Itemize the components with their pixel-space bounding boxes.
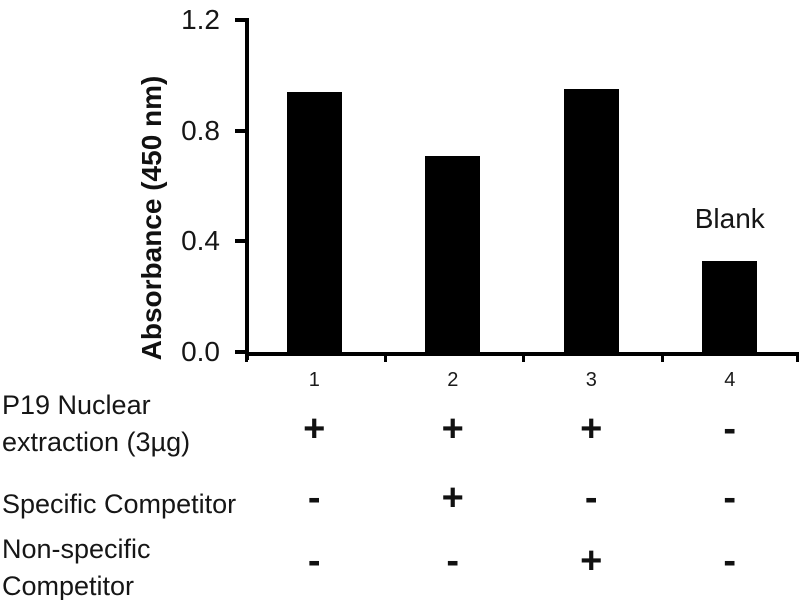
plus-sign: +	[441, 477, 464, 519]
minus-sign: -	[723, 408, 737, 450]
condition-row-label-line: P19 Nuclear	[2, 390, 151, 420]
minus-sign: -	[723, 540, 737, 582]
y-tick-mark	[235, 18, 246, 22]
plus-sign: +	[303, 408, 326, 450]
plus-sign: +	[580, 540, 603, 582]
minus-sign: -	[307, 540, 321, 582]
y-tick-label: 0.4	[181, 225, 220, 257]
y-tick-label: 1.2	[181, 4, 220, 35]
x-tick-mark	[522, 352, 525, 362]
y-tick-mark	[235, 239, 246, 244]
bar	[425, 155, 481, 352]
bar	[702, 260, 758, 352]
x-category-label: 4	[724, 369, 736, 391]
condition-row-label-line: Specific Competitor	[2, 489, 237, 519]
x-category-label: 2	[447, 369, 459, 391]
condition-row-label-line: extraction (3µg)	[2, 427, 191, 457]
y-tick-label: 0.8	[181, 114, 220, 146]
minus-sign: -	[723, 477, 737, 519]
condition-row-label-line: Non-specific	[2, 534, 151, 564]
bar	[286, 91, 342, 352]
condition-row-label: Non-specific Competitor	[2, 531, 252, 600]
x-tick-mark	[796, 352, 799, 362]
y-tick-mark	[235, 350, 246, 354]
condition-row-label: Specific Competitor	[2, 486, 252, 523]
minus-sign: -	[446, 540, 460, 582]
x-category-label: 3	[585, 369, 597, 391]
bar	[563, 89, 619, 352]
plus-sign: +	[441, 408, 464, 450]
condition-row-label-line: Competitor	[2, 571, 135, 600]
x-tick-mark	[660, 352, 664, 362]
y-tick-mark	[235, 128, 246, 133]
plus-sign: +	[580, 408, 603, 450]
minus-sign: -	[307, 477, 321, 519]
x-category-label: 1	[308, 369, 320, 391]
x-tick-mark	[383, 352, 387, 362]
condition-row-label: P19 Nuclear extraction (3µg)	[2, 387, 252, 461]
y-axis-line	[245, 18, 249, 360]
y-tick-label: 0.0	[181, 336, 220, 367]
x-tick-mark	[245, 352, 248, 362]
minus-sign: -	[584, 477, 598, 519]
blank-annotation: Blank	[694, 202, 765, 234]
